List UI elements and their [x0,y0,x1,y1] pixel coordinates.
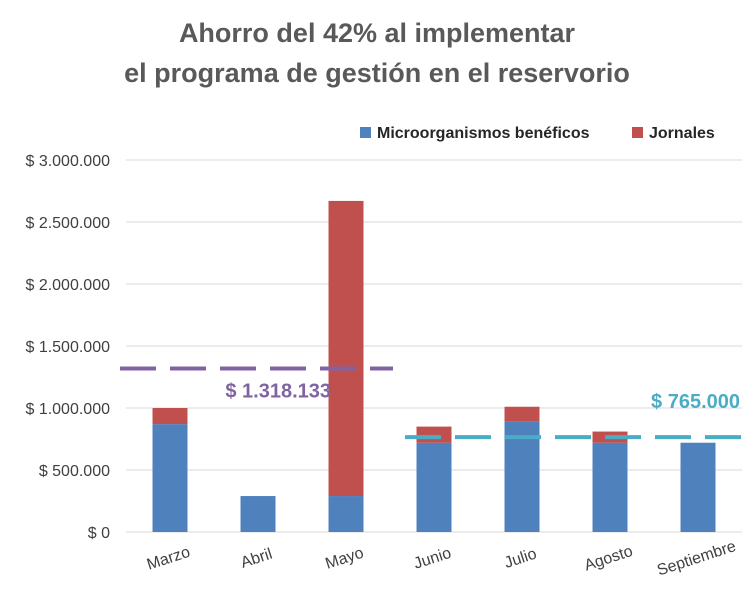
reference-line-label: $ 1.318.133 [225,381,331,403]
bar-microorganismos [504,421,540,532]
bar-microorganismos [416,442,452,532]
y-axis: $ 0 $ 500.000 $ 1.000.000 $ 1.500.000 $ 2.00… [25,153,110,542]
y-tick-label: $ 1.500.000 [25,339,110,356]
x-tick-label: Junio [412,545,454,573]
bar-jornales [416,426,452,443]
bar-microorganismos [328,496,364,532]
x-tick-label: Septiembre [655,538,738,579]
legend-label-jornales: Jornales [649,125,715,142]
legend-label-microorganismos: Microorganismos benéficos [377,125,590,142]
x-axis: Marzo Abril Mayo Junio Julio Agosto Septiembre [145,538,738,579]
x-tick-label: Julio [502,546,539,572]
bar-jornales [504,406,540,422]
bar-jornales [152,408,188,425]
bar-microorganismos [240,496,276,532]
chart-title-line-1: Ahorro del 42% al implementar [179,18,576,48]
y-tick-label: $ 3.000.000 [25,153,110,170]
bars [152,200,716,532]
x-tick-label: Agosto [582,543,635,575]
gridlines [126,159,742,533]
y-tick-label: $ 2.500.000 [25,215,110,232]
bar-jornales [328,200,364,497]
chart-title-line-2: el programa de gestión en el reservorio [124,58,630,88]
x-tick-label: Marzo [145,544,193,574]
bar-microorganismos [592,442,628,532]
y-tick-label: $ 1.000.000 [25,401,110,418]
legend-swatch-jornales [632,127,643,138]
x-tick-label: Mayo [323,545,366,573]
bar-microorganismos [152,424,188,532]
reference-line-label: $ 765.000 [651,391,740,413]
y-tick-label: $ 0 [88,525,110,542]
legend: Microorganismos benéficos Jornales [360,125,715,142]
y-tick-label: $ 500.000 [39,463,110,480]
bar-microorganismos [680,442,716,532]
x-tick-label: Abril [239,546,275,572]
legend-swatch-microorganismos [360,127,371,138]
y-tick-label: $ 2.000.000 [25,277,110,294]
reference-lines: $ 1.318.133 $ 765.000 [120,366,742,440]
